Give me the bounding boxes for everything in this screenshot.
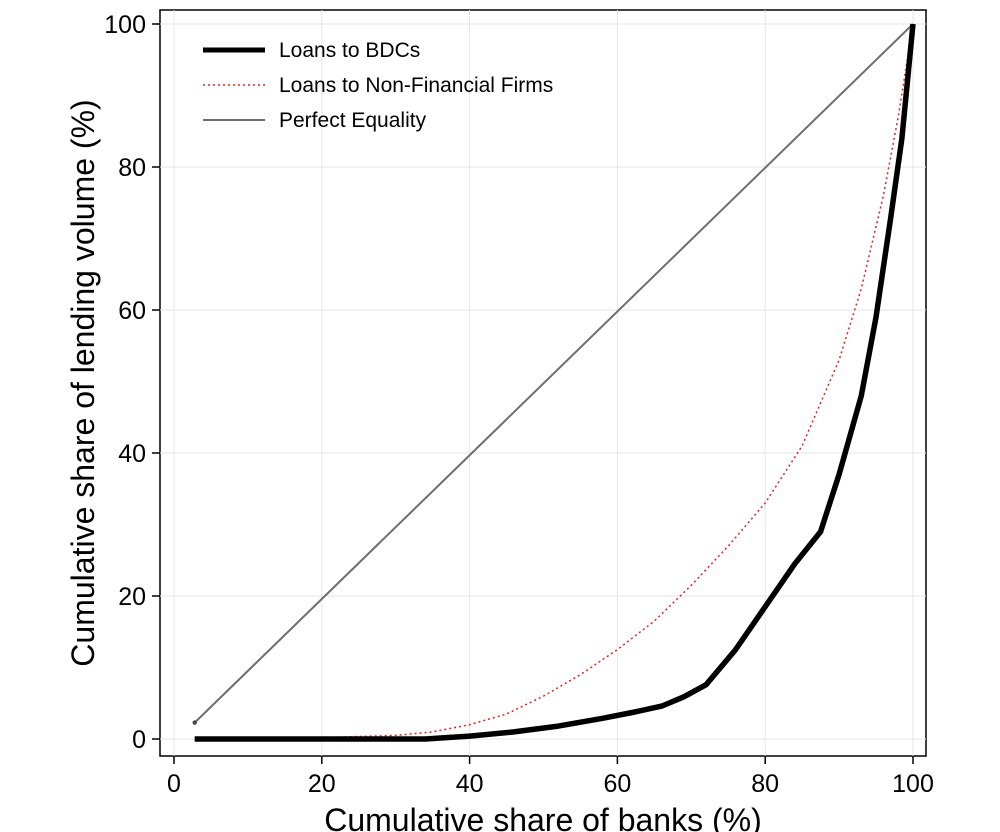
y-tick-label: 100 (104, 11, 146, 39)
y-axis-title: Cumulative share of lending volume (%) (65, 99, 101, 666)
legend: Loans to BDCs Loans to Non-Financial Fir… (203, 39, 553, 132)
series-line-loans-to-non-financial-firms (194, 23, 914, 740)
legend-label-bdc: Loans to BDCs (279, 39, 420, 62)
series-layer (192, 23, 916, 742)
x-tick-label: 40 (456, 770, 484, 798)
y-tick-label: 80 (118, 154, 146, 182)
y-tick-label: 60 (118, 297, 146, 325)
grid-layer (160, 10, 926, 756)
y-tick-label: 0 (132, 726, 146, 754)
series-line-loans-to-bdcs (194, 23, 916, 742)
x-tick-label: 0 (167, 770, 181, 798)
legend-label-equality: Perfect Equality (279, 109, 427, 132)
axis-layer: 0 20 40 60 80 100 0 20 40 60 80 100 (104, 11, 934, 798)
x-tick-label: 100 (892, 770, 934, 798)
x-tick-label: 60 (603, 770, 631, 798)
legend-label-nonfinancial: Loans to Non-Financial Firms (279, 74, 553, 97)
y-tick-label: 20 (118, 583, 146, 611)
equality-start-point (192, 720, 197, 725)
x-tick-label: 20 (308, 770, 336, 798)
y-tick-label: 40 (118, 440, 146, 468)
x-axis-title: Cumulative share of banks (%) (324, 802, 762, 832)
series-line-perfect-equality (194, 23, 914, 724)
x-tick-label: 80 (751, 770, 779, 798)
